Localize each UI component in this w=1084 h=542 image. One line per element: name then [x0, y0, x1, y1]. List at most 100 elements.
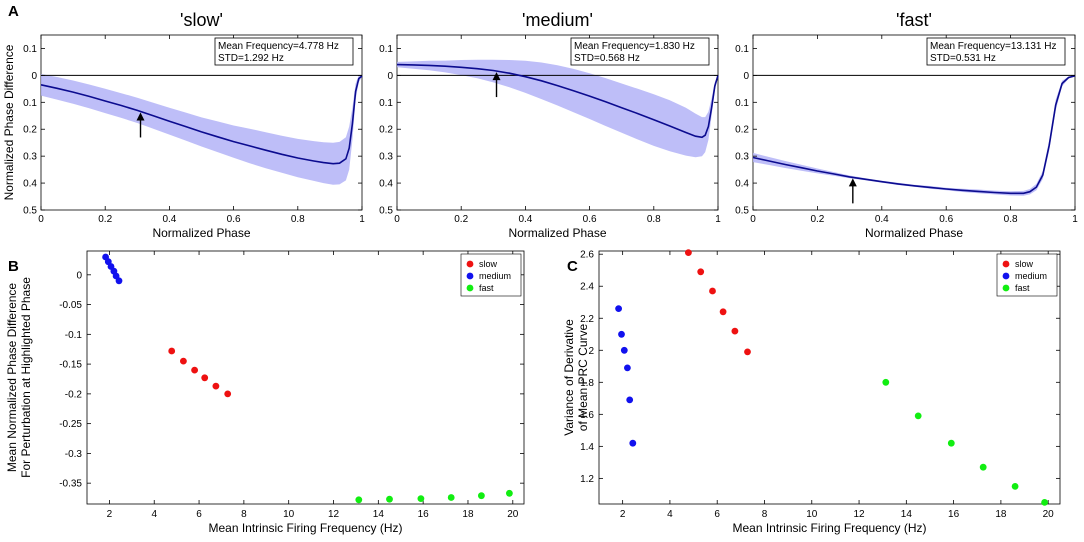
x-tick-label: 1 — [359, 214, 365, 225]
y-tick-label: -0.05 — [59, 300, 82, 311]
legend-label-fast: fast — [1015, 283, 1030, 293]
x-tick-label: 10 — [806, 509, 818, 520]
plot-title: 'slow' — [180, 10, 223, 30]
y-tick-label: 0 — [743, 71, 749, 82]
data-point-fast — [478, 492, 485, 500]
std-text: STD=0.568 Hz — [574, 53, 640, 64]
legend-marker-slow — [466, 260, 474, 268]
x-tick-label: 0.4 — [875, 214, 889, 225]
stats-box — [926, 37, 1066, 66]
y-tick-label: 0 — [31, 71, 37, 82]
y-tick-label: 2.4 — [580, 282, 594, 293]
axes-box — [752, 34, 1076, 211]
plot-title: 'fast' — [896, 10, 932, 30]
y-tick-label: 2.2 — [580, 314, 594, 325]
data-point-medium — [115, 277, 123, 285]
x-tick-label: 14 — [373, 509, 385, 520]
data-point-slow — [719, 308, 727, 316]
y-tick-label: -0.3 — [65, 449, 83, 460]
highlight-arrow-head — [492, 72, 501, 81]
x-tick-label: 0 — [394, 214, 400, 225]
y-tick-label: 1.8 — [580, 378, 594, 389]
y-tick-label: 0.3 — [379, 152, 393, 163]
x-tick-label: 8 — [762, 509, 768, 520]
y-tick-label: 0.1 — [735, 44, 749, 55]
y-tick-label: 0.2 — [379, 125, 393, 136]
panel-c-scatter-plot: 2 4 6 8 10 12 14 16 18 20 1.2 1.4 1.6 1.8 2 2.2 2.4 2.6 sl… — [562, 249, 1061, 535]
y-tick-label: 0.4 — [735, 179, 749, 190]
data-point-slow — [697, 268, 705, 276]
highlight-arrow-head — [136, 112, 145, 121]
std-band — [41, 74, 362, 185]
x-tick-label: 0.6 — [939, 214, 953, 225]
data-point-fast — [386, 495, 393, 503]
x-tick-label: 4 — [667, 509, 673, 520]
data-point-medium — [618, 330, 625, 338]
x-tick-label: 10 — [283, 509, 295, 520]
y-axis-label: of Mean PRC Curve — [576, 323, 590, 431]
x-axis-label: Normalized Phase — [152, 226, 250, 240]
panel-b-scatter-plot: 2 4 6 8 10 12 14 16 18 20 0 -0.05 -0.1 -0.15 -0.2 -0.25… — [5, 250, 525, 535]
legend-marker-slow — [1002, 260, 1010, 268]
axes-box — [396, 34, 719, 211]
plot-title: 'medium' — [522, 10, 593, 30]
y-tick-label: 0.4 — [23, 179, 37, 190]
stats-box — [570, 37, 710, 66]
data-point-fast — [1011, 483, 1019, 490]
data-point-fast — [1041, 499, 1048, 506]
mean-frequency-text: Mean Frequency=1.830 Hz — [574, 41, 695, 52]
mean-frequency-text: Mean Frequency=13.131 Hz — [930, 41, 1056, 52]
x-tick-label: 0 — [750, 214, 756, 225]
data-point-medium — [624, 364, 631, 372]
axes-box — [86, 250, 525, 505]
x-tick-label: 12 — [328, 509, 340, 520]
data-point-medium — [615, 305, 622, 312]
data-point-medium — [629, 439, 637, 447]
legend-marker-medium — [466, 272, 474, 280]
data-point-medium — [626, 396, 634, 404]
x-tick-label: 0 — [38, 214, 44, 225]
y-tick-label: 0.1 — [23, 44, 37, 55]
data-point-fast — [417, 495, 425, 502]
x-tick-label: 20 — [507, 509, 519, 520]
panel-label: A — [8, 3, 19, 20]
mean-prc-curve — [40, 75, 363, 165]
panel-a-fast-plot: 0 0.2 0.4 0.6 0.8 1 0.1 0 0.1 0.2 0.3 0.4 0.5 'fast' N… — [735, 10, 1078, 240]
data-point-fast — [506, 489, 513, 497]
x-axis-label: Mean Intrinsic Firing Frequency (Hz) — [208, 521, 402, 535]
x-tick-label: 14 — [901, 509, 913, 520]
y-axis-label: Normalized Phase Difference — [2, 44, 16, 200]
y-tick-label: -0.1 — [65, 330, 83, 341]
y-tick-label: 0 — [387, 71, 393, 82]
y-tick-label: 1.6 — [580, 410, 594, 421]
data-point-medium — [620, 346, 628, 354]
y-tick-label: 0.3 — [23, 152, 37, 163]
y-axis-label: Mean Normalized Phase Difference — [5, 283, 19, 473]
y-tick-label: 2 — [588, 346, 594, 357]
panel-label: C — [567, 258, 578, 275]
y-tick-label: 0.1 — [379, 98, 393, 109]
x-tick-label: 16 — [418, 509, 430, 520]
data-point-slow — [212, 382, 220, 390]
data-point-slow — [224, 390, 232, 398]
x-tick-label: 0.2 — [98, 214, 112, 225]
data-point-slow — [180, 357, 187, 365]
data-point-slow — [731, 327, 739, 335]
y-tick-label: -0.25 — [59, 419, 82, 430]
data-point-slow — [744, 348, 751, 356]
x-tick-label: 0.4 — [518, 214, 532, 225]
y-tick-label: 0.1 — [23, 98, 37, 109]
x-tick-label: 1 — [1072, 214, 1078, 225]
panel-a-slow-plot: 0 0.2 0.4 0.6 0.8 1 0.1 0 0.1 0.2 0.3 0.4 0.5 'slow' N… — [2, 3, 365, 240]
x-tick-label: 12 — [853, 509, 865, 520]
y-tick-label: 0.2 — [23, 125, 37, 136]
y-tick-label: -0.35 — [59, 479, 82, 490]
std-text: STD=1.292 Hz — [218, 53, 284, 64]
y-axis-label: Variance of Derivative — [562, 319, 576, 436]
stats-box — [214, 37, 354, 66]
x-tick-label: 18 — [995, 509, 1007, 520]
y-tick-label: 0.5 — [735, 206, 749, 217]
legend-label-slow: slow — [479, 259, 498, 269]
data-point-slow — [709, 287, 716, 295]
